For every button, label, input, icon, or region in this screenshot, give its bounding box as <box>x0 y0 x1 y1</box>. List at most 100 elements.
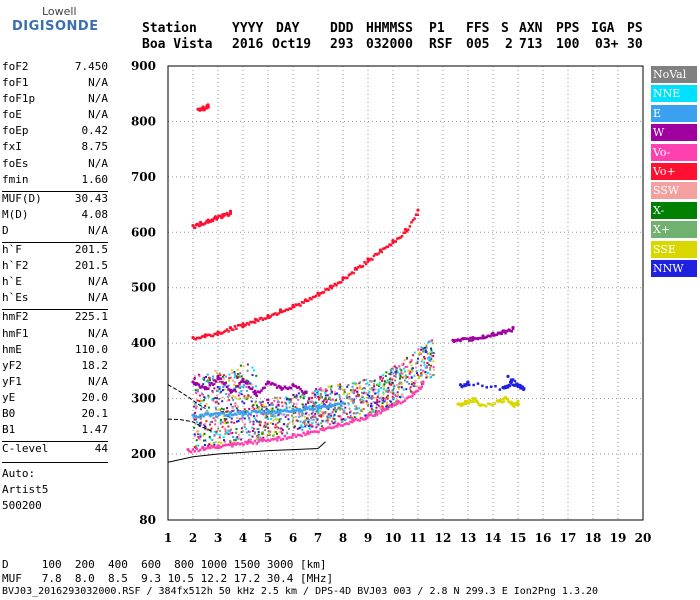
echo-point <box>200 421 203 424</box>
series-point <box>236 385 240 388</box>
echo-point <box>239 372 242 375</box>
echo-point <box>218 385 221 388</box>
echo-point <box>234 374 237 377</box>
param-label: h`Es <box>2 291 29 305</box>
echo-point <box>193 418 196 421</box>
echo-point <box>233 383 236 386</box>
series-point <box>498 388 502 391</box>
echo-point <box>319 413 322 416</box>
echo-point <box>286 431 289 434</box>
param-value: 0.42 <box>81 124 109 138</box>
x-tick-label: 12 <box>435 531 452 545</box>
profile-curve <box>167 441 326 463</box>
echo-point <box>201 393 204 396</box>
echo-point <box>219 430 222 433</box>
series-point <box>396 237 399 240</box>
echo-point <box>233 381 236 384</box>
echo-point <box>266 423 269 426</box>
series-point <box>392 404 395 407</box>
series-point <box>204 447 208 450</box>
echo-point <box>425 373 428 376</box>
series-marker <box>471 336 475 340</box>
echo-point <box>237 405 240 408</box>
echo-point <box>395 369 398 372</box>
echo-point <box>384 375 387 378</box>
echo-point <box>346 385 349 388</box>
series-point <box>269 411 273 415</box>
echo-point <box>406 365 409 368</box>
echo-point <box>376 396 379 399</box>
echo-point <box>367 404 370 407</box>
series-point <box>210 334 213 338</box>
echo-point <box>404 374 407 377</box>
series-point <box>386 407 390 411</box>
echo-point <box>197 437 200 440</box>
echo-point <box>355 395 358 398</box>
series-point <box>229 443 232 446</box>
echo-point <box>226 431 229 434</box>
param-row: h`E N/A <box>2 275 108 291</box>
echo-point <box>307 422 310 425</box>
legend-item: Vo+ <box>651 163 697 180</box>
series-point <box>298 433 302 437</box>
series-point <box>258 317 262 320</box>
param-value: 30.43 <box>74 191 108 205</box>
series-point <box>236 442 240 445</box>
echo-point <box>213 443 216 446</box>
series-point <box>249 387 252 390</box>
header-value: 293 <box>330 37 354 52</box>
echo-point <box>315 410 318 413</box>
echo-point <box>354 389 357 392</box>
series-marker <box>336 422 340 426</box>
series-point <box>513 379 517 383</box>
echo-point <box>376 401 379 404</box>
echo-point <box>231 431 234 434</box>
echo-point <box>427 363 430 366</box>
echo-point <box>229 439 232 442</box>
param-row: h`F2 201.5 <box>2 259 108 275</box>
echo-point <box>353 416 356 419</box>
echo-point <box>334 420 337 423</box>
echo-point <box>193 433 196 436</box>
series-point <box>291 409 294 413</box>
echo-point <box>241 419 244 422</box>
series-point <box>250 321 254 324</box>
series-point <box>216 377 219 381</box>
echo-point <box>368 395 371 398</box>
echo-point <box>332 422 335 425</box>
echo-point <box>225 418 228 421</box>
echo-point <box>247 416 250 419</box>
legend-item: Vo- <box>651 143 697 161</box>
series-point <box>197 449 200 453</box>
echo-point <box>384 389 387 392</box>
echo-point <box>348 395 351 398</box>
series-point <box>313 295 316 299</box>
echo-point <box>413 351 416 354</box>
echo-point <box>193 402 196 405</box>
param-label: D <box>2 223 9 237</box>
echo-point <box>314 415 317 418</box>
param-value: N/A <box>88 156 108 170</box>
series-point <box>462 402 466 406</box>
series-point <box>208 333 212 337</box>
echo-point <box>330 414 333 417</box>
echo-point <box>211 420 214 423</box>
series-point <box>232 413 235 417</box>
series-point <box>358 264 362 268</box>
echo-point <box>352 388 355 391</box>
echo-point <box>234 439 237 442</box>
echo-point <box>194 411 197 414</box>
series-point <box>369 413 373 416</box>
echo-point <box>237 433 240 436</box>
legend-item: X- <box>651 201 697 219</box>
series-point <box>275 386 279 389</box>
echo-point <box>426 376 429 379</box>
echo-point <box>308 419 311 422</box>
echo-point <box>356 390 359 393</box>
echo-point <box>391 378 394 381</box>
echo-point <box>226 407 229 410</box>
header-label: DDD <box>330 21 354 36</box>
echo-point <box>404 370 407 373</box>
echo-point <box>324 404 327 407</box>
echo-point <box>389 400 392 403</box>
